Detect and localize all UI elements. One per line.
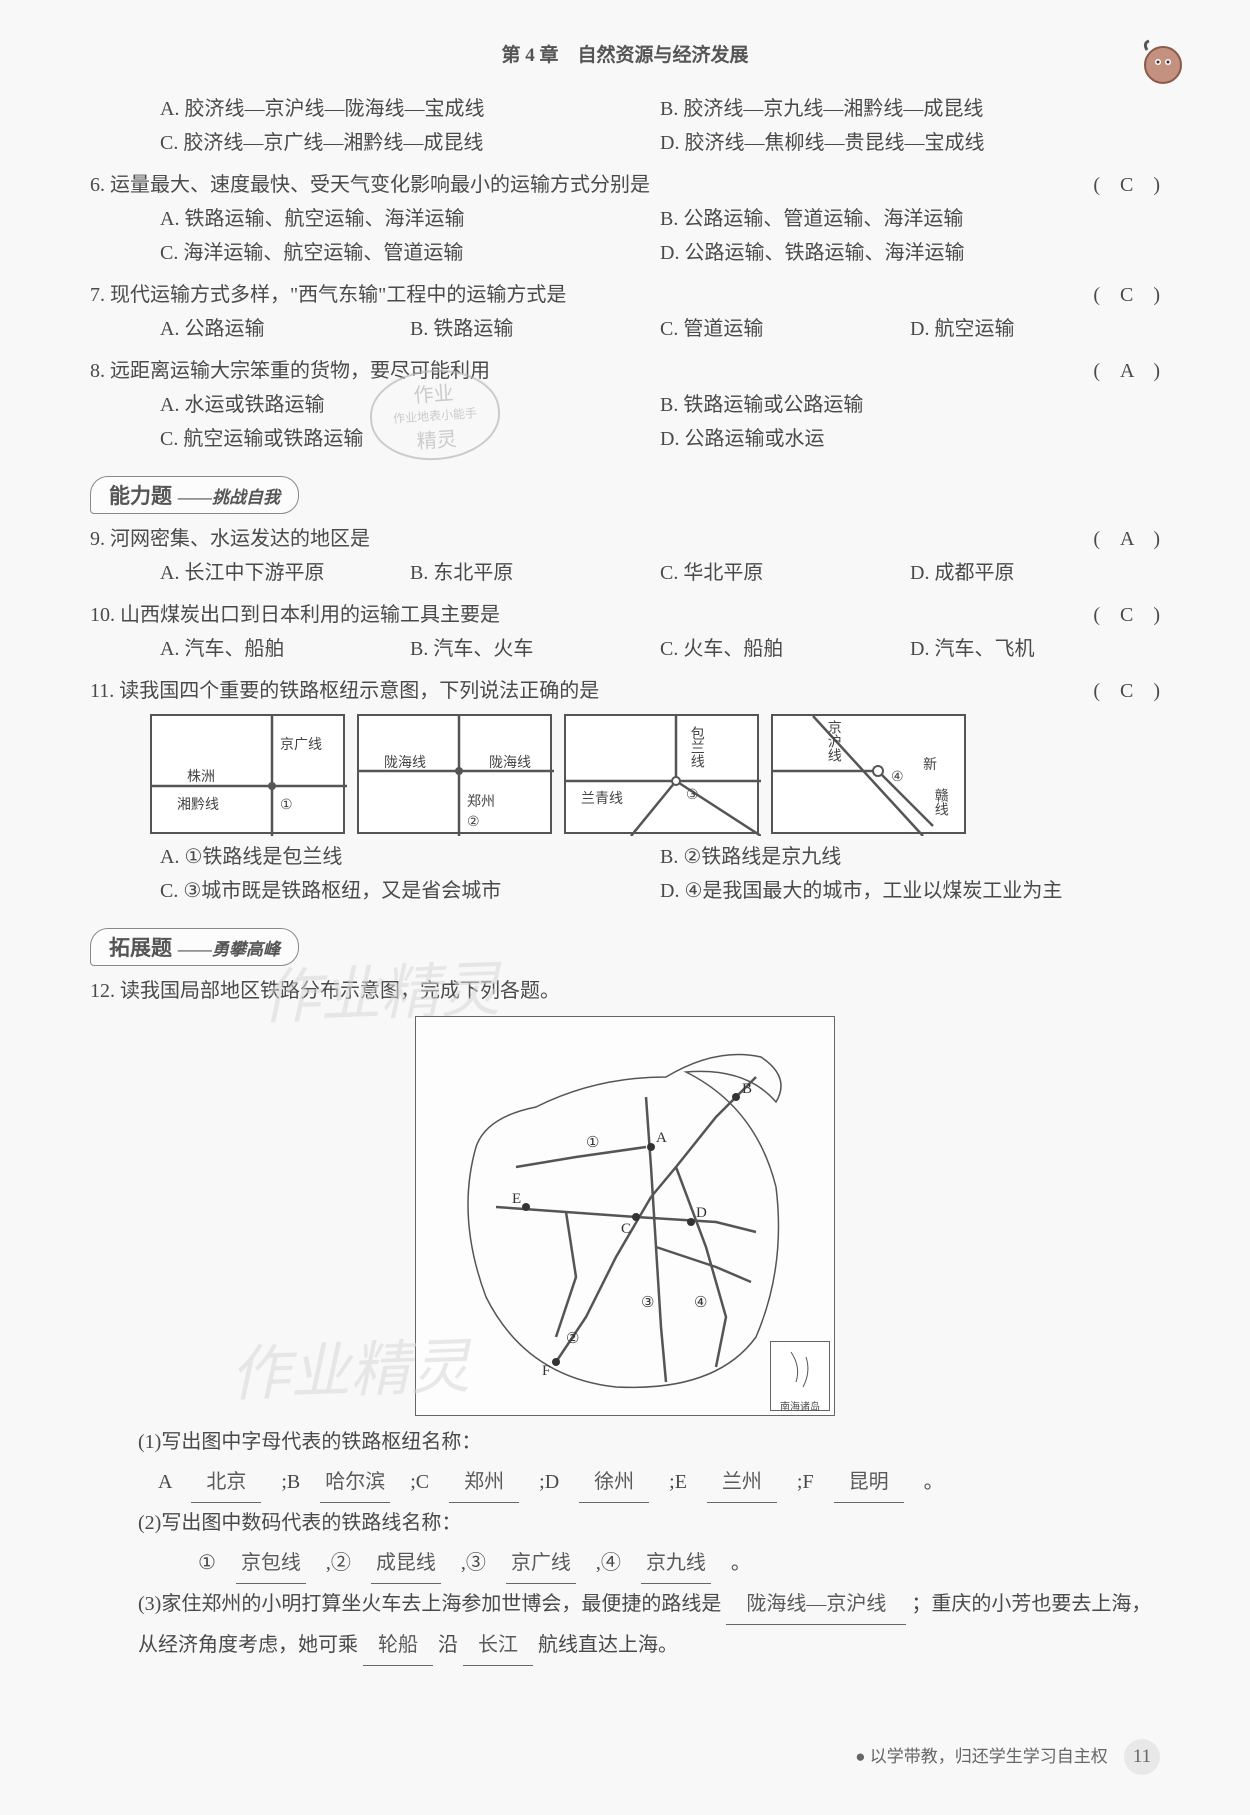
q6-opt-b: B. 公路运输、管道运输、海洋运输: [660, 202, 1160, 236]
q10-text: 10. 山西煤炭出口到日本利用的运输工具主要是: [90, 598, 1073, 632]
q7-opt-a: A. 公路运输: [160, 312, 410, 346]
svg-text:②: ②: [566, 1331, 579, 1347]
q12-sub3: (3)家住郑州的小明打算坐火车去上海参加世博会，最便捷的路线是 陇海线—京沪线 …: [90, 1584, 1160, 1666]
q6-answer: ( C ): [1073, 168, 1160, 202]
diagram-2: 陇海线 陇海线 郑州 ②: [357, 714, 552, 834]
svg-text:C: C: [621, 1221, 631, 1237]
section-ability: 能力题——挑战自我: [90, 464, 1160, 522]
q5-opt-d: D. 胶济线—焦柳线—贵昆线—宝成线: [660, 126, 1160, 160]
railway-diagrams: 京广线 株洲 湘黔线 ① 陇海线 陇海线 郑州 ② 包兰线: [90, 714, 1160, 834]
q10-opt-c: C. 火车、船舶: [660, 632, 910, 666]
q8-answer: ( A ): [1073, 354, 1160, 388]
q8: 8. 远距离运输大宗笨重的货物，要尽可能利用 ( A ) A. 水运或铁路运输 …: [90, 354, 1160, 456]
svg-text:F: F: [542, 1363, 550, 1379]
q6-text: 6. 运量最大、速度最快、受天气变化影响最小的运输方式分别是: [90, 168, 1073, 202]
page-footer: ● 以学带教，归还学生学习自主权 11: [855, 1739, 1160, 1775]
q12: 12. 读我国局部地区铁路分布示意图，完成下列各题。 A B C D: [90, 974, 1160, 1666]
q10-opt-d: D. 汽车、飞机: [910, 632, 1160, 666]
q9-answer: ( A ): [1073, 522, 1160, 556]
q6-opt-c: C. 海洋运输、航空运输、管道运输: [160, 236, 660, 270]
q10-opt-a: A. 汽车、船舶: [160, 632, 410, 666]
q11-opt-b: B. ②铁路线是京九线: [660, 840, 1160, 874]
q8-opt-d: D. 公路运输或水运: [660, 422, 1160, 456]
q8-text: 8. 远距离运输大宗笨重的货物，要尽可能利用: [90, 354, 1073, 388]
q7-opt-d: D. 航空运输: [910, 312, 1160, 346]
q9-opt-b: B. 东北平原: [410, 556, 660, 590]
q12-text: 12. 读我国局部地区铁路分布示意图，完成下列各题。: [90, 974, 1160, 1008]
q11-opt-a: A. ①铁路线是包兰线: [160, 840, 660, 874]
svg-text:B: B: [742, 1081, 752, 1097]
q10-answer: ( C ): [1073, 598, 1160, 632]
q5-opt-c: C. 胶济线—京广线—湘黔线—成昆线: [160, 126, 660, 160]
chapter-title: 第 4 章 自然资源与经济发展: [90, 40, 1160, 67]
section-extension: 拓展题——勇攀高峰: [90, 916, 1160, 974]
svg-text:A: A: [656, 1130, 667, 1146]
svg-text:③: ③: [641, 1295, 654, 1311]
q11-opt-d: D. ④是我国最大的城市，工业以煤炭工业为主: [660, 874, 1160, 908]
q6: 6. 运量最大、速度最快、受天气变化影响最小的运输方式分别是 ( C ) A. …: [90, 168, 1160, 270]
mascot-icon: [1135, 35, 1190, 90]
q10: 10. 山西煤炭出口到日本利用的运输工具主要是 ( C ) A. 汽车、船舶 B…: [90, 598, 1160, 666]
section-extension-tag: 拓展题——勇攀高峰: [90, 928, 299, 966]
diagram-3: 包兰线 兰青线 ③: [564, 714, 759, 834]
q7-opt-b: B. 铁路运输: [410, 312, 660, 346]
china-railway-map: A B C D E F ① ② ③ ④ 南海诸岛: [415, 1016, 835, 1416]
page-number: 11: [1124, 1739, 1160, 1775]
q8-opt-b: B. 铁路运输或公路运输: [660, 388, 1160, 422]
q12-sub2: (2)写出图中数码代表的铁路线名称： ① 京包线 ,② 成昆线 ,③ 京广线 ,…: [90, 1503, 1160, 1584]
q12-sub1: (1)写出图中字母代表的铁路枢纽名称： A 北京 ;B 哈尔滨 ;C 郑州 ;D…: [90, 1422, 1160, 1503]
q9-opt-d: D. 成都平原: [910, 556, 1160, 590]
svg-text:①: ①: [586, 1135, 599, 1151]
q7: 7. 现代运输方式多样，"西气东输"工程中的运输方式是 ( C ) A. 公路运…: [90, 278, 1160, 346]
q5-opt-a: A. 胶济线—京沪线—陇海线—宝成线: [160, 92, 660, 126]
q7-answer: ( C ): [1073, 278, 1160, 312]
q7-text: 7. 现代运输方式多样，"西气东输"工程中的运输方式是: [90, 278, 1073, 312]
map-inset: 南海诸岛: [770, 1341, 830, 1411]
q10-opt-b: B. 汽车、火车: [410, 632, 660, 666]
q9-opt-a: A. 长江中下游平原: [160, 556, 410, 590]
q11: 11. 读我国四个重要的铁路枢纽示意图，下列说法正确的是 ( C ) 京广线 株…: [90, 674, 1160, 908]
svg-text:E: E: [512, 1191, 521, 1207]
section-ability-tag: 能力题——挑战自我: [90, 476, 299, 514]
q5-opt-b: B. 胶济线—京九线—湘黔线—成昆线: [660, 92, 1160, 126]
q11-text: 11. 读我国四个重要的铁路枢纽示意图，下列说法正确的是: [90, 674, 1073, 708]
svg-text:④: ④: [694, 1295, 707, 1311]
q9-text: 9. 河网密集、水运发达的地区是: [90, 522, 1073, 556]
q7-opt-c: C. 管道运输: [660, 312, 910, 346]
svg-text:D: D: [696, 1205, 707, 1221]
q6-opt-a: A. 铁路运输、航空运输、海洋运输: [160, 202, 660, 236]
q9: 9. 河网密集、水运发达的地区是 ( A ) A. 长江中下游平原 B. 东北平…: [90, 522, 1160, 590]
diagram-4: 京沪线 新 ④ 赣线: [771, 714, 966, 834]
q9-opt-c: C. 华北平原: [660, 556, 910, 590]
q11-opt-c: C. ③城市既是铁路枢纽，又是省会城市: [160, 874, 660, 908]
q11-answer: ( C ): [1073, 674, 1160, 708]
diagram-1: 京广线 株洲 湘黔线 ①: [150, 714, 345, 834]
q5-options: A. 胶济线—京沪线—陇海线—宝成线 B. 胶济线—京九线—湘黔线—成昆线 C.…: [90, 92, 1160, 160]
q6-opt-d: D. 公路运输、铁路运输、海洋运输: [660, 236, 1160, 270]
